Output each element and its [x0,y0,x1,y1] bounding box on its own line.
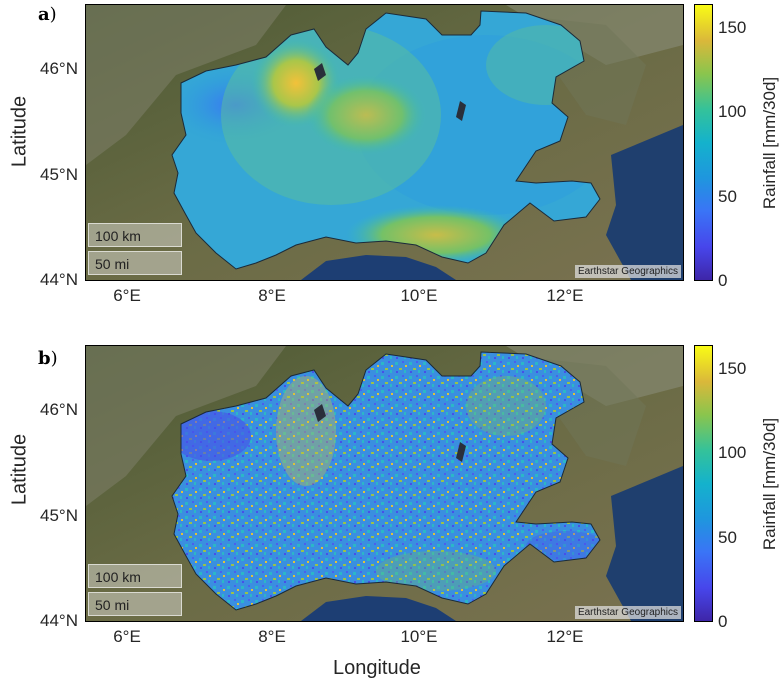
basemap-sea [301,255,456,280]
basemap-sea [606,125,683,280]
panel-label-b: b) [38,348,58,369]
panel-label-a: a) [38,4,57,25]
basemap-mountains [86,5,286,165]
colorbar-tick: 50 [718,528,737,547]
region-outline [171,10,601,270]
map-attribution: Earthstar Geographics [574,265,681,278]
y-tick-label: 45°N [40,506,78,525]
x-tick-label: 8°E [258,627,286,646]
y-tick-label: 46°N [40,59,78,78]
x-axis-title: Longitude [333,657,421,679]
lake [314,404,326,422]
region-outline [171,351,601,611]
colorbar-tick: 150 [718,18,747,37]
colorbar-tick: 0 [718,612,728,631]
scale-bar-km: 100 km [88,564,182,588]
map-attribution: Earthstar Geographics [574,606,681,619]
basemap-sea [301,596,456,621]
colorbar-tick: 100 [718,443,747,462]
lake [314,63,326,81]
map-b[interactable]: 100 km 50 mi Earthstar Geographics [85,345,684,622]
lake [456,101,466,121]
x-tick-label: 6°E [113,286,141,305]
x-tick-label: 6°E [113,627,141,646]
y-tick-label: 45°N [40,165,78,184]
scale-bar-km: 100 km [88,223,182,247]
scale-bar-mi: 50 mi [88,592,182,616]
colorbar-tick: 150 [718,359,747,378]
colorbar-label: Rainfall [mm/30d] [760,76,779,210]
colorbar-b [694,345,713,622]
y-axis-title: Latitude [8,433,31,506]
lake [456,442,466,462]
x-tick-label: 10°E [400,627,438,646]
scale-bar-mi: 50 mi [88,251,182,275]
map-a[interactable]: 100 km 50 mi Earthstar Geographics [85,4,684,281]
colorbar-tick: 0 [718,271,728,290]
colorbar-tick: 50 [718,187,737,206]
x-tick-label: 12°E [546,286,584,305]
basemap-mountains [86,346,286,506]
y-tick-label: 46°N [40,400,78,419]
map-b-graphic [86,346,683,621]
colorbar-label: Rainfall [mm/30d] [760,417,779,551]
colorbar-tick: 100 [718,102,747,121]
y-tick-label: 44°N [40,270,78,289]
colorbar-a [694,4,713,281]
y-tick-label: 44°N [40,611,78,630]
x-tick-label: 12°E [546,627,584,646]
map-a-graphic [86,5,683,280]
x-tick-label: 8°E [258,286,286,305]
x-tick-label: 10°E [400,286,438,305]
basemap-sea [606,466,683,621]
